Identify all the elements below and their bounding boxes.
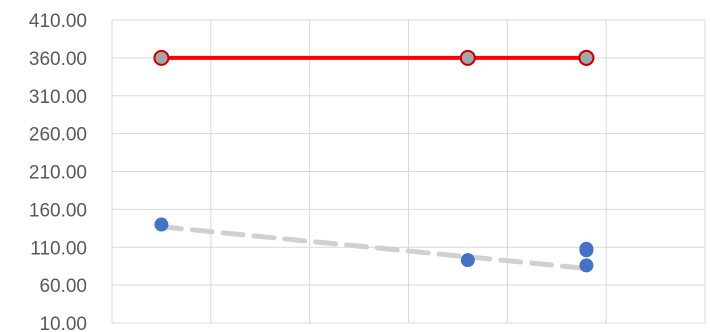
data-point-blue: [579, 243, 594, 258]
data-point-red: [459, 49, 476, 66]
y-tick-label: 10.00: [39, 314, 87, 332]
y-tick-label: 110.00: [30, 238, 87, 259]
plot-area: [153, 49, 595, 273]
grid: [111, 19, 706, 324]
y-tick-label: 60.00: [39, 276, 87, 297]
y-tick-label: 410.00: [29, 11, 87, 32]
y-tick-label: 260.00: [29, 125, 87, 146]
y-axis: 10.00 60.00 110.00 160.00 210.00 260.00 310.00…: [29, 11, 87, 332]
data-point-red: [578, 49, 595, 66]
y-tick-label: 310.00: [29, 87, 87, 108]
data-point-red: [153, 49, 170, 66]
trendline: [158, 224, 589, 271]
y-tick-label: 160.00: [29, 200, 87, 221]
data-point-blue: [579, 258, 594, 273]
y-tick-label: 210.00: [29, 163, 87, 184]
y-tick-label: 360.00: [29, 49, 87, 70]
data-point-blue: [154, 217, 169, 232]
data-point-blue: [460, 253, 475, 268]
